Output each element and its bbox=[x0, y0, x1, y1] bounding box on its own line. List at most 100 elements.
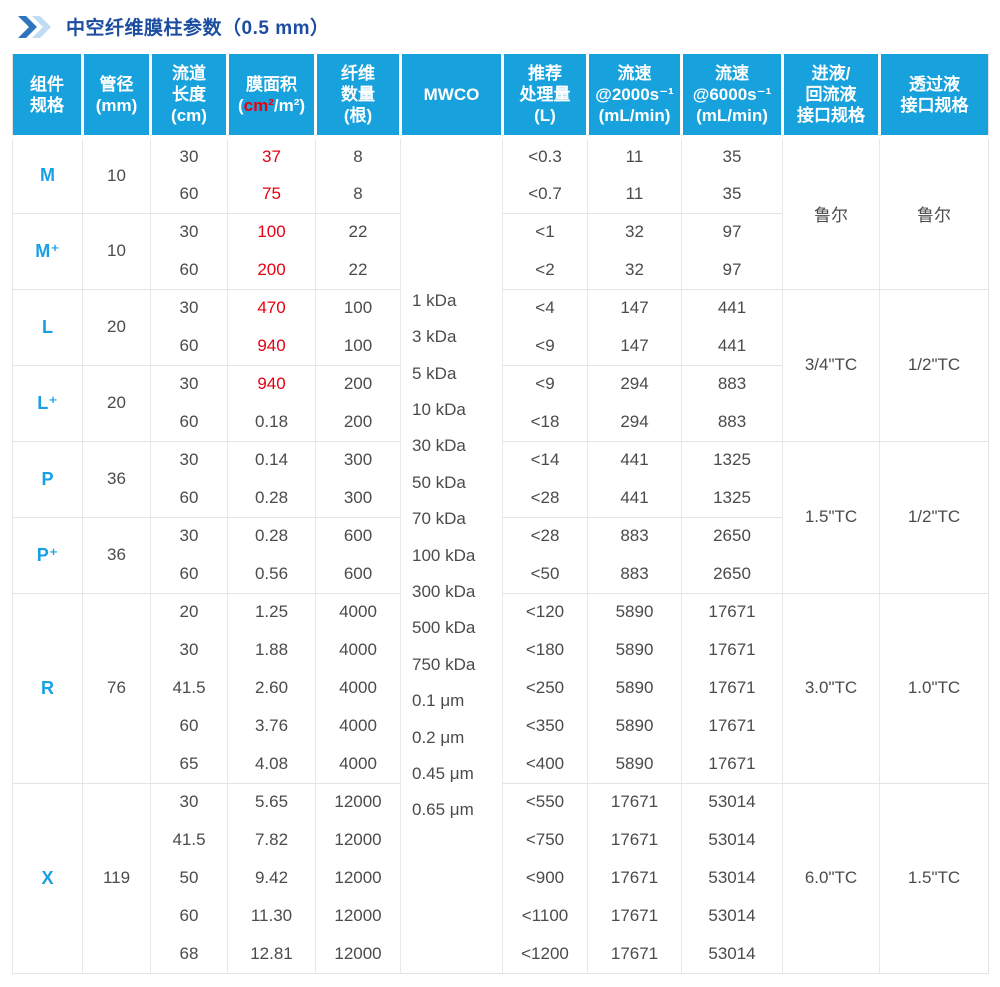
flow2000-cell: 17671 bbox=[587, 935, 682, 974]
length-cell: 68 bbox=[150, 935, 228, 974]
volume-cell: <9 bbox=[502, 327, 588, 366]
fibers-cell: 22 bbox=[315, 213, 401, 251]
flow6000-cell: 53014 bbox=[681, 935, 783, 974]
title-bar: 中空纤维膜柱参数（0.5 mm） bbox=[0, 0, 1000, 40]
area-header-unit-rest: /m²) bbox=[273, 95, 306, 115]
length-cell: 60 bbox=[150, 897, 228, 935]
flow2000-cell: 294 bbox=[587, 403, 682, 442]
flow6000-cell: 35 bbox=[681, 175, 783, 214]
mwco-list: 1 kDa 3 kDa 5 kDa 10 kDa 30 kDa 50 kDa 70 kDa 1… bbox=[401, 283, 502, 829]
col-header-diameter: 管径 (mm) bbox=[82, 54, 152, 139]
flow2000-cell: 17671 bbox=[587, 821, 682, 859]
mwco-cell: 1 kDa 3 kDa 5 kDa 10 kDa 30 kDa 50 kDa 70 kDa 1… bbox=[400, 137, 503, 973]
flow2000-cell: 11 bbox=[587, 175, 682, 214]
diameter-cell: 36 bbox=[82, 517, 151, 594]
length-cell: 30 bbox=[150, 213, 228, 251]
table-row: 65 4.08 4000 <400 5890 17671 bbox=[13, 745, 989, 784]
table-row: X 119 30 5.65 12000 <550 17671 53014 6.0"TC 1.5"T… bbox=[12, 783, 989, 974]
table-row: 60 940 100 <9 147 441 bbox=[13, 327, 989, 366]
col-header-fibers: 纤维 数量 (根) bbox=[315, 54, 402, 139]
length-cell: 60 bbox=[150, 403, 228, 442]
spec-cell: L bbox=[12, 289, 83, 366]
length-cell: 41.5 bbox=[150, 821, 228, 859]
flow2000-cell: 17671 bbox=[587, 897, 682, 935]
mwco-value: 70 kDa bbox=[412, 509, 466, 529]
flow6000-cell: 53014 bbox=[681, 897, 783, 935]
flow6000-cell: 1325 bbox=[681, 441, 783, 479]
fibers-cell: 12000 bbox=[315, 821, 401, 859]
volume-cell: <250 bbox=[502, 669, 588, 707]
area-cell: 0.28 bbox=[227, 479, 316, 518]
volume-cell: <28 bbox=[502, 517, 588, 555]
flow6000-cell: 441 bbox=[681, 327, 783, 366]
mwco-value: 0.45 μm bbox=[412, 763, 474, 783]
volume-cell: <14 bbox=[502, 441, 588, 479]
area-cell: 1.88 bbox=[227, 631, 316, 669]
page-title: 中空纤维膜柱参数（0.5 mm） bbox=[66, 18, 330, 39]
diameter-cell: 10 bbox=[82, 137, 151, 214]
fibers-cell: 300 bbox=[315, 479, 401, 518]
flow6000-cell: 35 bbox=[681, 137, 783, 175]
area-cell: 100 bbox=[227, 213, 316, 251]
table-row: L⁺ 20 30 940 200 <9 294 883 bbox=[12, 365, 989, 442]
fibers-cell: 8 bbox=[315, 137, 401, 175]
length-cell: 41.5 bbox=[150, 669, 228, 707]
col-header-flow6000: 流速 @6000s⁻¹ (mL/min) bbox=[681, 54, 784, 139]
flow2000-cell: 11 bbox=[587, 137, 682, 175]
flow6000-cell: 883 bbox=[681, 403, 783, 442]
table-row: 60 11.30 12000 <1100 17671 53014 bbox=[13, 897, 989, 935]
flow2000-cell: 883 bbox=[587, 517, 682, 555]
area-cell: 0.28 bbox=[227, 517, 316, 555]
spec-cell: X bbox=[12, 783, 83, 974]
length-cell: 20 bbox=[150, 593, 228, 631]
length-cell: 30 bbox=[150, 137, 228, 175]
flow6000-cell: 53014 bbox=[681, 783, 783, 821]
mwco-value: 0.65 μm bbox=[412, 800, 474, 820]
volume-cell: <1200 bbox=[502, 935, 588, 974]
flow6000-cell: 2650 bbox=[681, 517, 783, 555]
flow2000-cell: 32 bbox=[587, 213, 682, 251]
double-chevron-icon bbox=[18, 15, 51, 38]
flow6000-cell: 97 bbox=[681, 251, 783, 290]
flow6000-cell: 441 bbox=[681, 289, 783, 327]
table-row: 60 0.56 600 <50 883 2650 bbox=[13, 555, 989, 594]
flow6000-cell: 1325 bbox=[681, 479, 783, 518]
inlet-interface-cell: 1.5"TC bbox=[782, 441, 880, 594]
area-cell: 3.76 bbox=[227, 707, 316, 745]
table-body: M 10 30 37 8 1 kDa 3 kDa 5 kDa 10 kDa 30 kDa 50 kD… bbox=[12, 137, 989, 974]
volume-cell: <18 bbox=[502, 403, 588, 442]
table-row: M⁺ 10 30 100 22 <1 32 97 bbox=[12, 213, 989, 290]
volume-cell: <180 bbox=[502, 631, 588, 669]
fibers-cell: 100 bbox=[315, 289, 401, 327]
mwco-value: 1 kDa bbox=[412, 290, 457, 310]
table-row: 41.5 2.60 4000 <250 5890 17671 bbox=[13, 669, 989, 707]
table-row: 60 75 8 <0.7 11 35 bbox=[13, 175, 989, 214]
volume-cell: <120 bbox=[502, 593, 588, 631]
fibers-cell: 200 bbox=[315, 365, 401, 403]
length-cell: 60 bbox=[150, 707, 228, 745]
fibers-cell: 4000 bbox=[315, 745, 401, 784]
flow2000-cell: 147 bbox=[587, 289, 682, 327]
table-row: P 36 30 0.14 300 <14 441 1325 1.5"TC 1/2"TC bbox=[12, 441, 989, 594]
flow6000-cell: 17671 bbox=[681, 593, 783, 631]
inlet-interface-cell: 鲁尔 bbox=[782, 137, 880, 290]
area-header-title: 膜面积 bbox=[246, 74, 297, 94]
volume-cell: <50 bbox=[502, 555, 588, 594]
length-cell: 30 bbox=[150, 783, 228, 821]
area-cell: 470 bbox=[227, 289, 316, 327]
length-cell: 50 bbox=[150, 859, 228, 897]
fibers-cell: 12000 bbox=[315, 935, 401, 974]
flow2000-cell: 441 bbox=[587, 441, 682, 479]
area-cell: 0.56 bbox=[227, 555, 316, 594]
mwco-value: 0.1 μm bbox=[412, 691, 465, 711]
area-cell: 1.25 bbox=[227, 593, 316, 631]
flow2000-cell: 17671 bbox=[587, 859, 682, 897]
length-cell: 30 bbox=[150, 289, 228, 327]
diameter-cell: 36 bbox=[82, 441, 151, 518]
flow6000-cell: 17671 bbox=[681, 669, 783, 707]
col-header-mwco: MWCO bbox=[400, 54, 504, 139]
flow6000-cell: 883 bbox=[681, 365, 783, 403]
volume-cell: <4 bbox=[502, 289, 588, 327]
spec-cell: P⁺ bbox=[12, 517, 83, 594]
